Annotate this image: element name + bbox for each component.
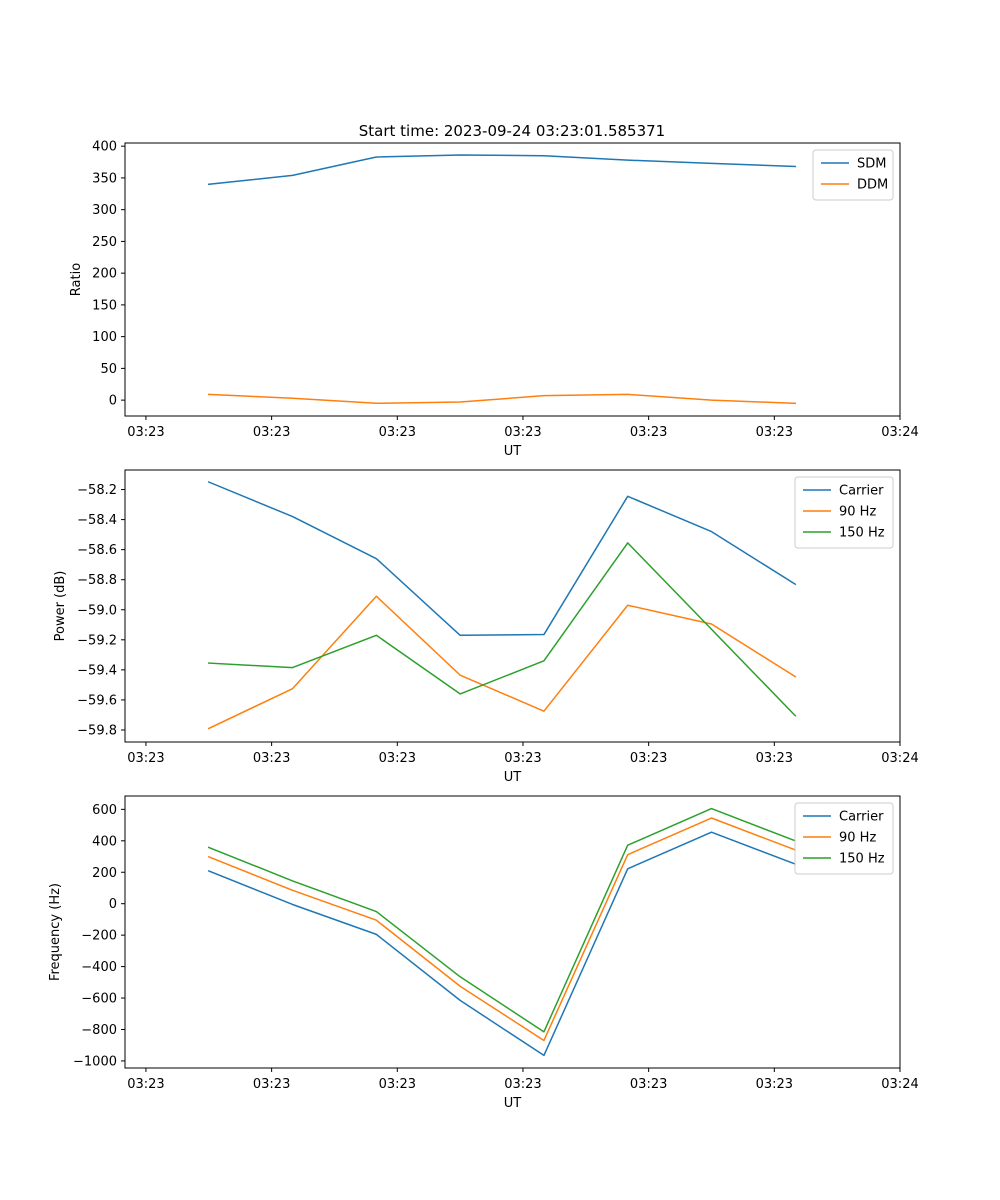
y-tick-label: −59.6 (77, 693, 117, 708)
legend-label: DDM (857, 178, 888, 193)
plot-frame (124, 795, 901, 1069)
series-line-150-hz (207, 542, 797, 717)
series-line-ddm (207, 393, 797, 405)
y-tick-label: 100 (92, 330, 117, 345)
series-line-90-hz (207, 817, 797, 1042)
x-tick-label: 03:23 (504, 1077, 541, 1092)
series-line-90-hz (207, 595, 797, 730)
legend-label: SDM (857, 157, 886, 172)
y-tick-label: 150 (92, 298, 117, 313)
legend-label: Carrier (839, 810, 884, 825)
y-tick-label: 400 (92, 834, 117, 849)
x-axis-label: UT (504, 444, 522, 459)
y-axis-label: Ratio (69, 263, 84, 296)
x-tick-label: 03:23 (756, 425, 793, 440)
y-tick-label: 300 (92, 203, 117, 218)
legend-label: 150 Hz (839, 852, 885, 867)
y-tick-label: −59.8 (77, 723, 117, 738)
x-tick-label: 03:23 (630, 425, 667, 440)
y-tick-label: −1000 (73, 1054, 117, 1069)
x-tick-label: 03:23 (756, 751, 793, 766)
chart-panel-2: −59.8 −59.6 −59.4 −59.2 −59.0 −58.8 −58.6 −58.4… (53, 469, 919, 785)
figure-title: Start time: 2023-09-24 03:23:01.585371 (359, 122, 665, 140)
x-tick-label: 03:23 (379, 751, 416, 766)
y-tick-label: 200 (92, 267, 117, 282)
y-tick-label: −59.0 (77, 603, 117, 618)
x-tick-label: 03:23 (756, 1077, 793, 1092)
legend-box (794, 802, 894, 875)
x-axis-label: UT (504, 1096, 522, 1111)
y-tick-label: 0 (109, 897, 117, 912)
series-line-sdm (207, 154, 797, 186)
series-line-carrier (207, 481, 797, 637)
y-tick-label: −200 (81, 929, 117, 944)
legend-label: 90 Hz (839, 831, 876, 846)
x-tick-label: 03:24 (881, 1077, 918, 1092)
legend-label: 150 Hz (839, 526, 885, 541)
legend: Carrier 90 Hz 150 Hz (794, 476, 894, 549)
plot-frame (124, 142, 901, 417)
x-tick-label: 03:23 (127, 425, 164, 440)
y-tick-label: −58.6 (77, 543, 117, 558)
y-tick-label: 200 (92, 866, 117, 881)
y-axis-label: Frequency (Hz) (48, 883, 63, 981)
x-tick-label: 03:23 (253, 1077, 290, 1092)
y-tick-label: −400 (81, 960, 117, 975)
chart-panel-3: −1000 −800 −600 −400 −200 0 200 400 600 03:23 03:2… (48, 795, 919, 1111)
y-tick-label: −800 (81, 1023, 117, 1038)
x-tick-label: 03:23 (127, 751, 164, 766)
legend-box (794, 476, 894, 549)
y-axis-label: Power (dB) (53, 571, 68, 642)
y-tick-label: 250 (92, 235, 117, 250)
x-tick-label: 03:23 (504, 751, 541, 766)
y-tick-label: 0 (109, 394, 117, 409)
x-tick-label: 03:24 (881, 751, 918, 766)
charts-container: 0 50 100 150 200 250 300 350 400 03:23 03:23 03:23 0… (48, 140, 919, 1111)
legend-label: 90 Hz (839, 505, 876, 520)
x-axis-label: UT (504, 770, 522, 785)
legend-label: Carrier (839, 484, 884, 499)
x-tick-label: 03:23 (504, 425, 541, 440)
chart-panel-1: 0 50 100 150 200 250 300 350 400 03:23 03:23 03:23 0… (69, 140, 919, 459)
x-tick-label: 03:24 (881, 425, 918, 440)
x-tick-label: 03:23 (379, 1077, 416, 1092)
x-tick-label: 03:23 (379, 425, 416, 440)
legend: SDM DDM (812, 149, 894, 201)
plot-frame (124, 469, 901, 743)
x-tick-label: 03:23 (253, 425, 290, 440)
y-tick-label: 400 (92, 140, 117, 155)
series-line-carrier (207, 831, 797, 1057)
y-tick-label: −58.4 (77, 513, 117, 528)
y-tick-label: −600 (81, 992, 117, 1007)
y-tick-label: −58.8 (77, 573, 117, 588)
x-tick-label: 03:23 (127, 1077, 164, 1092)
x-tick-label: 03:23 (630, 1077, 667, 1092)
y-tick-label: 600 (92, 803, 117, 818)
y-tick-label: 350 (92, 171, 117, 186)
series-line-150-hz (207, 807, 797, 1033)
x-tick-label: 03:23 (253, 751, 290, 766)
y-tick-label: −59.2 (77, 633, 117, 648)
y-tick-label: 50 (100, 362, 117, 377)
y-tick-label: −58.2 (77, 483, 117, 498)
y-tick-label: −59.4 (77, 663, 117, 678)
x-tick-label: 03:23 (630, 751, 667, 766)
legend: Carrier 90 Hz 150 Hz (794, 802, 894, 875)
